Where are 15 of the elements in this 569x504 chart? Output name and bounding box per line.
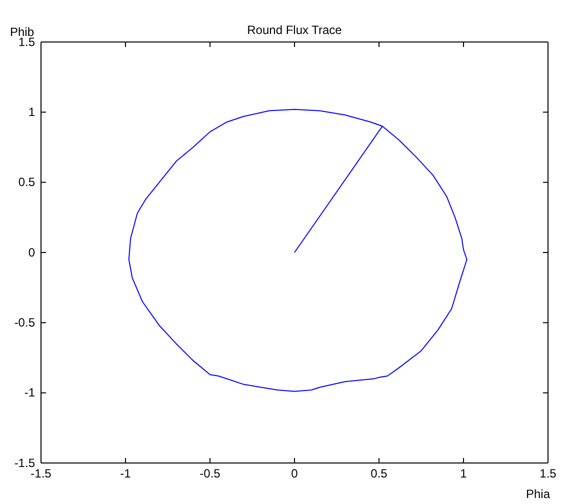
line-series — [128, 108, 468, 392]
y-tick-label: -1 — [24, 386, 36, 400]
x-tick-label: -0.5 — [200, 466, 221, 481]
y-tick-label: 0.5 — [18, 175, 36, 190]
x-tick-label: 0.5 — [370, 466, 388, 481]
x-tick-label: 1 — [460, 466, 468, 481]
x-axis-title: Phia — [526, 487, 550, 501]
x-tick-label: 1.5 — [540, 466, 557, 481]
y-tick-label: -1.5 — [14, 456, 36, 470]
x-tick-label: 0 — [291, 466, 298, 481]
chart-title: Round Flux Trace — [247, 23, 342, 37]
x-tick-label: -1 — [120, 466, 132, 481]
y-tick-label: 0 — [28, 245, 36, 260]
y-tick-label: 1 — [28, 105, 36, 120]
y-tick-label: -0.5 — [14, 316, 36, 330]
